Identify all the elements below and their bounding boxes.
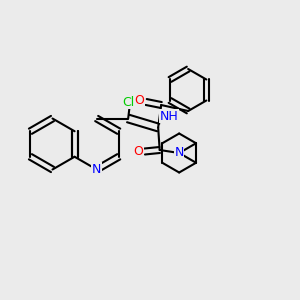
Text: O: O <box>135 94 145 107</box>
Text: O: O <box>133 145 143 158</box>
Text: NH: NH <box>159 110 178 123</box>
Text: N: N <box>92 163 101 176</box>
Text: N: N <box>175 146 184 160</box>
Text: Cl: Cl <box>122 95 134 109</box>
